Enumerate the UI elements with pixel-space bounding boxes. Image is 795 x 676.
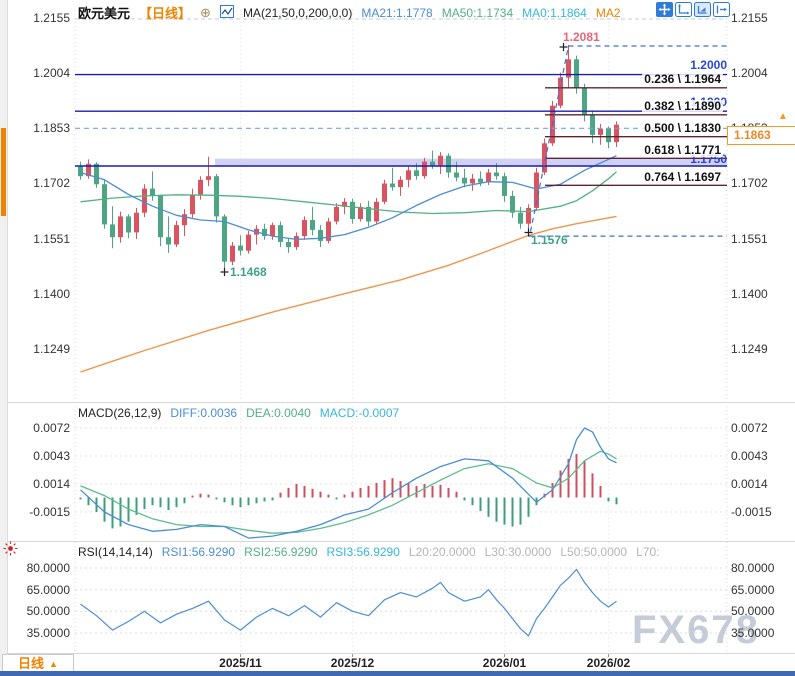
price-axis-label-left: 1.1400 xyxy=(33,286,70,301)
price-axis-label-left: 1.1249 xyxy=(33,341,70,356)
rsi-l20: L20:20.0000 xyxy=(408,545,476,559)
rsi-axis-label-left: 65.0000 xyxy=(26,582,70,597)
watermark-fx678: FX678 xyxy=(632,608,760,652)
panel-separator-1 xyxy=(7,402,795,403)
rsi2-value: RSI2:56.9290 xyxy=(244,545,318,559)
panel-separator-2 xyxy=(7,541,795,542)
price-axis-label-right: 1.1702 xyxy=(731,176,768,191)
fib-label-0500: 0.500 \ 1.1830 xyxy=(642,121,723,135)
axis-scale-icon[interactable] xyxy=(675,2,692,17)
macd-axis-label-right: 0.0072 xyxy=(731,421,768,435)
jump-to-latest-icon[interactable] xyxy=(713,2,730,17)
rsi-l30: L30:30.0000 xyxy=(484,545,552,559)
ma50-value: MA50:1.1734 xyxy=(441,5,514,20)
pan-tool-icon[interactable] xyxy=(656,2,673,17)
level-label-12000: 1.2000 xyxy=(690,58,727,72)
price-axis-label-right: 1.1249 xyxy=(731,341,768,356)
price-up-arrow-icon: ▲ xyxy=(778,111,788,122)
swing-low-label: 1.1576 xyxy=(531,233,568,247)
major-low-label: 1.1468 xyxy=(230,265,267,279)
macd-axis-label-right: -0.0015 xyxy=(731,505,772,519)
fib-label-0764: 0.764 \ 1.1697 xyxy=(642,170,723,184)
timeframe-label: 【日线】 xyxy=(139,6,192,21)
rsi-axis-label-right: 80.0000 xyxy=(731,561,775,575)
time-axis-label: 2026/02 xyxy=(586,656,631,670)
price-axis-label-left: 1.1702 xyxy=(33,176,70,191)
price-axis-label-right: 1.2004 xyxy=(731,66,768,81)
macd-header: MACD(26,12,9) DIFF:0.0036 DEA:0.0040 MAC… xyxy=(78,406,399,420)
price-axis-label-left: 1.2004 xyxy=(33,66,70,81)
macd-axis-label-right: 0.0043 xyxy=(731,449,768,463)
ma0-value: MA0:1.1864 xyxy=(522,5,587,20)
time-axis-label: 2026/01 xyxy=(482,656,527,670)
indicator-chart-icon[interactable] xyxy=(219,4,234,21)
price-axis-label-left: 1.1551 xyxy=(33,231,70,246)
macd-axis-label-left: -0.0015 xyxy=(29,505,70,519)
ma200-value-truncated: MA2 xyxy=(595,5,621,20)
alert-blink-icon[interactable] xyxy=(2,540,19,562)
chart-toolbar xyxy=(656,2,730,17)
panel-separator-3 xyxy=(7,653,795,654)
price-axis-label-right: 1.2155 xyxy=(731,11,768,25)
rsi-axis-label-left: 35.0000 xyxy=(26,625,70,640)
axis-scale-active-icon[interactable] xyxy=(694,2,711,17)
link-icon[interactable]: ⊕ xyxy=(200,4,211,20)
price-axis-label-right: 1.1400 xyxy=(731,286,768,301)
rsi-params: RSI(14,14,14) xyxy=(78,545,153,559)
macd-axis-label-left: 0.0014 xyxy=(33,477,70,491)
macd-diff-value: DIFF:0.0036 xyxy=(170,406,238,420)
time-axis-label: 2025/11 xyxy=(219,656,262,670)
macd-axis-label-right: 0.0014 xyxy=(731,477,768,491)
rsi3-value: RSI3:56.9290 xyxy=(326,545,400,559)
macd-params: MACD(26,12,9) xyxy=(78,406,162,420)
rsi-axis-label-left: 50.0000 xyxy=(26,604,70,619)
current-price-tag: 1.1863 xyxy=(727,126,795,145)
left-scrollbar[interactable] xyxy=(0,0,8,671)
rsi-l50: L50:50.0000 xyxy=(560,545,628,559)
bottom-blue-strip xyxy=(0,671,795,676)
price-axis-label-left: 1.1853 xyxy=(33,121,70,136)
ma21-value: MA21:1.1778 xyxy=(361,5,433,20)
scrollbar-thumb[interactable] xyxy=(1,128,6,216)
rsi-axis-label-right: 65.0000 xyxy=(731,582,775,597)
macd-axis-label-left: 0.0072 xyxy=(33,421,70,435)
main-chart-header: 欧元美元 【日线】 ⊕ MA(21,50,0,200,0,0) MA21:1.1… xyxy=(78,3,621,22)
rsi1-value: RSI1:56.9290 xyxy=(161,545,236,559)
macd-hist-value: MACD:-0.0007 xyxy=(319,406,400,420)
timeframe-selector-label: 日线 xyxy=(18,656,45,671)
macd-axis-label-left: 0.0043 xyxy=(33,449,70,463)
rsi-axis-label-right: 35.0000 xyxy=(731,625,775,640)
rsi-header: RSI(14,14,14) RSI1:56.9290 RSI2:56.9290 … xyxy=(78,545,659,559)
symbol-name: 欧元美元 xyxy=(78,6,131,21)
fib-label-0236: 0.236 \ 1.1964 xyxy=(642,72,723,86)
price-axis-label-right: 1.1551 xyxy=(731,231,768,246)
ma-settings-label: MA(21,50,0,200,0,0) xyxy=(242,5,353,20)
rsi-axis-label-left: 80.0000 xyxy=(26,561,70,575)
rsi-l70: L70: xyxy=(636,545,660,559)
timeframe-selector-arrow-icon: ▲ xyxy=(49,658,58,669)
fib-label-0382: 0.382 \ 1.1890 xyxy=(642,99,723,113)
rsi-axis-label-right: 50.0000 xyxy=(731,604,775,619)
fib-label-0618: 0.618 \ 1.1771 xyxy=(642,143,723,157)
macd-dea-value: DEA:0.0040 xyxy=(246,406,311,420)
swing-high-label: 1.2081 xyxy=(563,30,600,44)
time-axis-label: 2025/12 xyxy=(330,656,375,670)
price-axis-label-left: 1.2155 xyxy=(33,11,70,25)
